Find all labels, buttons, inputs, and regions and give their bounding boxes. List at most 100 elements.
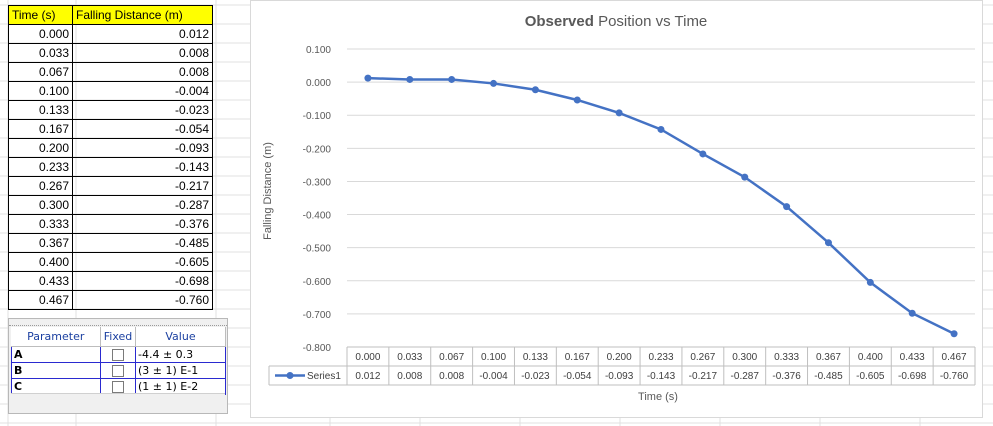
table-row: 0.200 -0.093 (8, 138, 213, 158)
data-value-label: -0.760 (940, 371, 969, 382)
data-point[interactable] (448, 75, 456, 83)
distance-cell[interactable]: -0.093 (72, 138, 213, 158)
data-value-label: 0.008 (439, 371, 464, 382)
param-panel-footer (11, 393, 225, 412)
time-cell[interactable]: 0.267 (8, 176, 73, 196)
time-cell[interactable]: 0.100 (8, 81, 73, 101)
time-cell[interactable]: 0.000 (8, 24, 73, 44)
x-category-label: 0.233 (648, 352, 673, 363)
parameter-table: Parameter Fixed Value A -4.4 ± 0.3 B (3 ± 1… (11, 327, 226, 395)
table-header-row: Time (s) Falling Distance (m) (8, 5, 213, 25)
distance-cell[interactable]: -0.287 (72, 195, 213, 215)
data-point[interactable] (406, 75, 414, 83)
data-point[interactable] (531, 86, 539, 94)
data-point[interactable] (908, 309, 916, 317)
data-point[interactable] (364, 74, 372, 82)
data-point[interactable] (741, 173, 749, 181)
x-category-label: 0.333 (774, 352, 799, 363)
table-row: 0.467 -0.760 (8, 290, 213, 310)
time-cell[interactable]: 0.233 (8, 157, 73, 177)
data-point[interactable] (615, 109, 623, 117)
param-fixed-cell (100, 346, 136, 363)
distance-cell[interactable]: -0.217 (72, 176, 213, 196)
time-cell[interactable]: 0.367 (8, 233, 73, 253)
y-tick-label: 0.000 (306, 78, 331, 89)
x-category-label: 0.300 (732, 352, 757, 363)
data-point[interactable] (699, 150, 707, 158)
distance-cell[interactable]: -0.143 (72, 157, 213, 177)
x-category-label: 0.100 (481, 352, 506, 363)
param-row: B (3 ± 1) E-1 (11, 362, 226, 379)
data-value-label: -0.217 (689, 371, 718, 382)
distance-cell[interactable]: -0.023 (72, 100, 213, 120)
x-category-label: 0.133 (523, 352, 548, 363)
distance-cell[interactable]: -0.605 (72, 252, 213, 272)
data-point[interactable] (490, 79, 498, 87)
time-cell[interactable]: 0.167 (8, 119, 73, 139)
data-point[interactable] (783, 203, 791, 211)
data-point[interactable] (573, 96, 581, 104)
distance-cell[interactable]: 0.008 (72, 62, 213, 82)
param-name: B (11, 362, 101, 379)
distance-cell[interactable]: -0.004 (72, 81, 213, 101)
table-row: 0.267 -0.217 (8, 176, 213, 196)
distance-cell[interactable]: -0.376 (72, 214, 213, 234)
x-category-label: 0.367 (816, 352, 841, 363)
fixed-checkbox[interactable] (112, 381, 124, 393)
table-row: 0.000 0.012 (8, 24, 213, 44)
data-value-label: -0.023 (521, 371, 550, 382)
time-cell[interactable]: 0.133 (8, 100, 73, 120)
table-row: 0.400 -0.605 (8, 252, 213, 272)
table-row: 0.433 -0.698 (8, 271, 213, 291)
series-line[interactable] (367, 76, 955, 335)
data-value-label: -0.287 (731, 371, 760, 382)
param-value[interactable]: (3 ± 1) E-1 (135, 362, 226, 379)
table-row: 0.333 -0.376 (8, 214, 213, 234)
header-time[interactable]: Time (s) (8, 5, 73, 25)
distance-cell[interactable]: 0.008 (72, 43, 213, 63)
param-value[interactable]: (1 ± 1) E-2 (135, 378, 226, 395)
time-cell[interactable]: 0.333 (8, 214, 73, 234)
distance-cell[interactable]: -0.698 (72, 271, 213, 291)
data-point[interactable] (657, 125, 665, 133)
time-cell[interactable]: 0.467 (8, 290, 73, 310)
y-tick-label: -0.100 (303, 111, 332, 122)
panel-resize-handle[interactable] (9, 319, 227, 326)
time-cell[interactable]: 0.433 (8, 271, 73, 291)
distance-cell[interactable]: -0.054 (72, 119, 213, 139)
data-value-label: -0.143 (647, 371, 676, 382)
time-cell[interactable]: 0.200 (8, 138, 73, 158)
param-row: A -4.4 ± 0.3 (11, 346, 226, 363)
y-tick-label: 0.100 (306, 45, 331, 56)
data-point[interactable] (950, 330, 958, 338)
chart-container[interactable]: Observed Position vs Time 0.100 0.000 -0.1… (250, 0, 983, 418)
distance-cell[interactable]: -0.760 (72, 290, 213, 310)
fixed-checkbox[interactable] (112, 365, 124, 377)
x-category-label: 0.400 (858, 352, 883, 363)
fixed-checkbox[interactable] (112, 349, 124, 361)
param-header-value: Value (135, 327, 226, 347)
time-cell[interactable]: 0.400 (8, 252, 73, 272)
param-value[interactable]: -4.4 ± 0.3 (135, 346, 226, 363)
table-row: 0.067 0.008 (8, 62, 213, 82)
x-category-label: 0.467 (942, 352, 967, 363)
time-cell[interactable]: 0.067 (8, 62, 73, 82)
time-cell[interactable]: 0.300 (8, 195, 73, 215)
data-point[interactable] (824, 239, 832, 247)
x-category-label: 0.067 (439, 352, 464, 363)
y-tick-label: -0.200 (303, 144, 332, 155)
legend-key-marker (286, 372, 294, 379)
distance-cell[interactable]: -0.485 (72, 233, 213, 253)
table-row: 0.100 -0.004 (8, 81, 213, 101)
distance-cell[interactable]: 0.012 (72, 24, 213, 44)
table-row: 0.300 -0.287 (8, 195, 213, 215)
param-row: C (1 ± 1) E-2 (11, 378, 226, 395)
x-category-label: 0.000 (355, 352, 380, 363)
data-point[interactable] (866, 278, 874, 286)
header-falling-distance[interactable]: Falling Distance (m) (72, 5, 213, 25)
data-value-label: 0.012 (355, 371, 380, 382)
time-cell[interactable]: 0.033 (8, 43, 73, 63)
chart-title: Observed Position vs Time (525, 13, 708, 30)
line-chart: Observed Position vs Time 0.100 0.000 -0.1… (262, 13, 976, 403)
param-name: A (11, 346, 101, 363)
